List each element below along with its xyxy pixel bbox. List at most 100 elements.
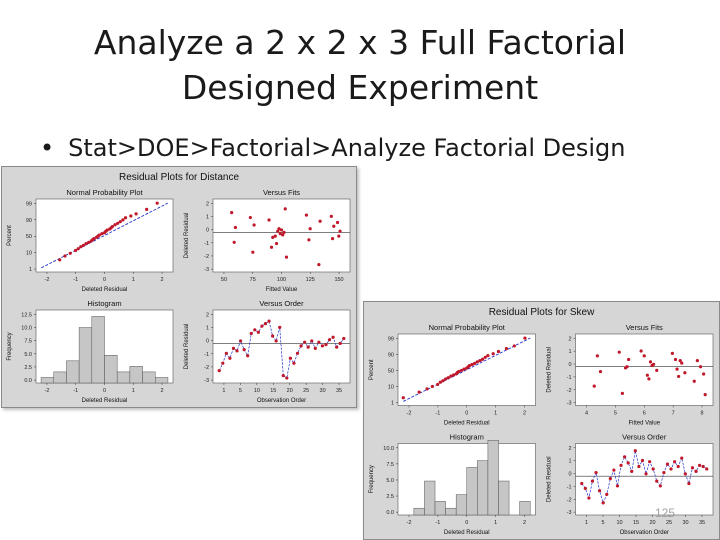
subplot-histogram-bar [154,377,169,384]
subplot-histogram-bar [477,460,489,516]
subplot-versus-order-ytick-label: 0 [568,472,571,478]
subplot-versus-fits-point [645,373,649,377]
subplot-histogram-bar [66,360,80,384]
subplot-versus-order-xtick-label: 10 [254,388,260,394]
subplot-normal-probability-point [145,207,149,211]
subplot-normal-probability-xtick-label: 2 [161,277,164,283]
subplot-versus-order-xtick-label: 10 [616,520,622,526]
subplot-versus-order-point [313,346,317,350]
subplot-normal-probability-point [430,384,434,389]
subplot-histogram-ytick-label: 7.5 [24,339,32,345]
subplot-normal-probability-xtick-label: 1 [132,277,135,283]
subplot-normal-probability-ytick-label: 90 [26,218,32,224]
subplot-versus-order-xtick-label: 30 [682,520,688,526]
subplot-versus-fits-point [329,214,333,218]
subplot-histogram-bar [413,507,425,516]
subplot-versus-order-point [665,462,670,466]
subplot-versus-order-point [246,354,250,358]
subplot-normal-probability-point [446,376,450,380]
subplot-versus-order-point [690,466,695,470]
subplot-versus-fits-xtick-label: 6 [643,411,646,417]
subplot-normal-probability-point [441,379,445,383]
subplot-versus-order-ytick-label: -3 [204,378,209,384]
subplot-versus-fits-point [702,372,706,376]
subplot-versus-fits-point [276,229,280,233]
subplot-versus-fits-point [598,369,603,374]
residual-plots-distance-svg: Residual Plots for Distance Normal Probab… [2,167,356,407]
subplot-versus-fits-point [277,227,281,231]
subplot-versus-order-point [235,349,239,353]
subplot-normal-probability-point [483,355,487,359]
subplot-versus-fits-point [274,241,279,246]
subplot-versus-order-point [590,479,595,483]
subplot-versus-order-point [327,338,332,342]
subplot-versus-fits-ytick-label: -3 [204,267,209,273]
subplot-versus-order-point [324,343,328,347]
subplot-versus-order-ytick-label: -2 [567,497,572,503]
subplot-versus-fits-ylabel: Deleted Residual [547,347,553,393]
subplot-versus-fits-ytick-label: 0 [568,362,571,368]
subplot-versus-order-xtick-label: 15 [270,388,276,394]
subplot-versus-order-ytick-label: -3 [567,510,572,516]
subplot-normal-probability-point [491,352,495,356]
subplot-normal-probability-ytick-label: 99 [26,201,32,207]
residual-plots-skew: Residual Plots for Skew Normal Probabilit… [363,301,720,540]
subplot-versus-fits-point [278,232,282,236]
subplot-normal-probability-point [425,387,429,391]
residual-plots-distance: Residual Plots for Distance Normal Probab… [1,166,357,408]
subplot-versus-order-point [676,464,680,469]
subplot-versus-fits-ytick-label: 0 [206,228,209,234]
subplot-histogram-bar [434,501,446,516]
subplot-versus-order-ytick-label: -2 [204,365,209,371]
subplot-versus-order-point [648,460,652,464]
subplot-versus-fits-point [332,224,336,228]
subplot-normal-probability-point [449,374,453,378]
subplot-versus-fits-point [308,227,312,231]
subplot-histogram-ytick-label: 5.0 [24,352,32,358]
subplot-versus-order-point [274,339,278,343]
subplot-versus-order-point [630,469,634,473]
subplot-histogram-bar [466,467,478,516]
subplot-histogram-xtick-label: -1 [73,388,78,394]
subplot-normal-probability-point [63,254,67,258]
subplot-versus-fits-point [338,229,342,233]
subplot-versus-fits-point [695,359,699,363]
subplot-versus-order-plot-area [575,443,714,516]
subplot-versus-fits-point [335,220,340,225]
subplot-histogram-ytick-label: 5.0 [386,478,394,484]
subplot-normal-probability-point [76,247,80,251]
subplot-versus-fits-point [269,245,274,249]
subplot-versus-order-xtick-label: 25 [303,388,309,394]
subplot-versus-order-point [651,467,655,471]
subplot-histogram-ytick-label: 0.0 [386,510,394,516]
subplot-versus-order-xtick-label: 20 [287,388,293,394]
subplot-versus-order-plot-area [212,309,351,384]
subplot-normal-probability-title: Normal Probability Plot [66,188,143,197]
subplot-versus-order-ytick-label: 1 [568,459,571,465]
subplot-normal-probability-point [123,216,128,220]
subplot-versus-fits-point [283,207,287,211]
subplot-versus-order-xtick-label: 35 [336,388,342,394]
subplot-versus-order-xtick-label: 1 [222,388,225,394]
subplot-histogram-bar [455,494,468,516]
subplot-versus-order-point [260,324,264,328]
subplot-normal-probability-ytick-label: 10 [26,251,32,257]
subplot-versus-fits-ytick-label: 1 [568,349,571,355]
subplot-versus-fits-point [595,354,599,358]
subplot-histogram-xtick-label: 2 [523,520,526,526]
subplot-normal-probability-point [129,214,133,218]
subplot-versus-order-xlabel: Observation Order [257,398,306,404]
subplot-normal-probability-ytick-label: 50 [26,234,32,240]
subplot-histogram-ytick-label: 2.5 [24,365,32,371]
subplot-versus-order-point [623,455,627,459]
subplot-versus-fits-point [304,213,309,217]
subplot-versus-fits-xtick-label: 4 [585,411,588,417]
subplot-versus-fits-point [683,371,687,375]
subplot-normal-probability-point [457,369,461,374]
subplot-histogram-ytick-label: 10.0 [21,326,32,332]
subplot-normal-probability-xtick-label: -2 [407,411,412,417]
subplot-versus-fits-point [232,240,236,244]
subplot-versus-order-point [594,470,598,475]
subplot-normal-probability-point [436,382,440,387]
subplot-normal-probability-point [475,360,479,364]
